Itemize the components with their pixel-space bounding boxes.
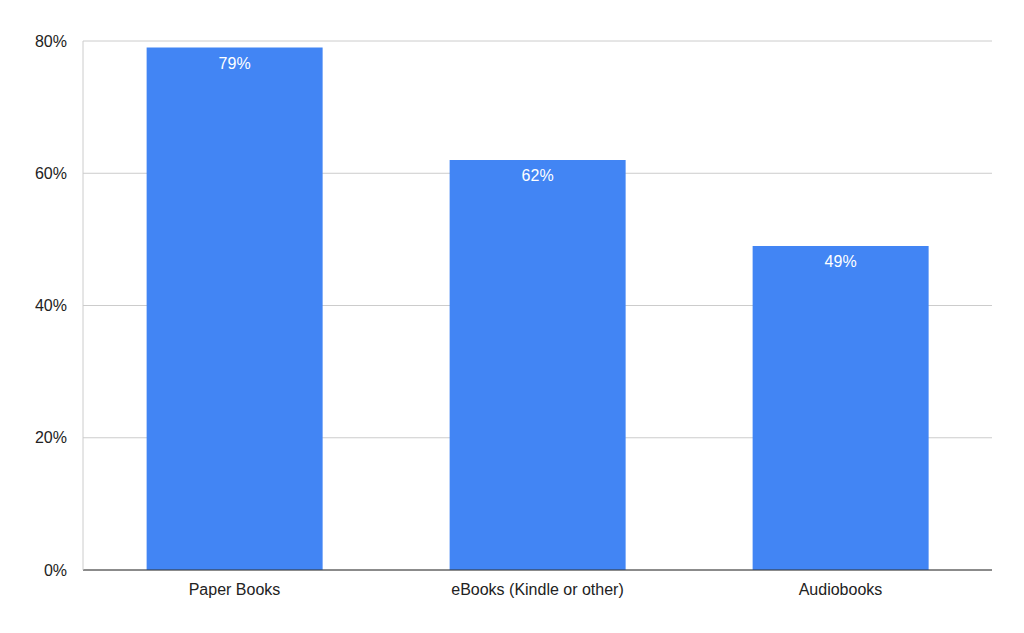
svg-text:62%: 62%: [522, 167, 554, 184]
svg-text:Paper Books: Paper Books: [189, 581, 281, 598]
svg-text:Audiobooks: Audiobooks: [799, 581, 883, 598]
svg-text:eBooks (Kindle or other): eBooks (Kindle or other): [451, 581, 624, 598]
svg-text:79%: 79%: [219, 55, 251, 72]
svg-text:40%: 40%: [35, 297, 67, 314]
svg-text:0%: 0%: [44, 562, 67, 579]
svg-text:49%: 49%: [825, 253, 857, 270]
svg-text:60%: 60%: [35, 165, 67, 182]
svg-text:20%: 20%: [35, 429, 67, 446]
svg-text:80%: 80%: [35, 33, 67, 50]
